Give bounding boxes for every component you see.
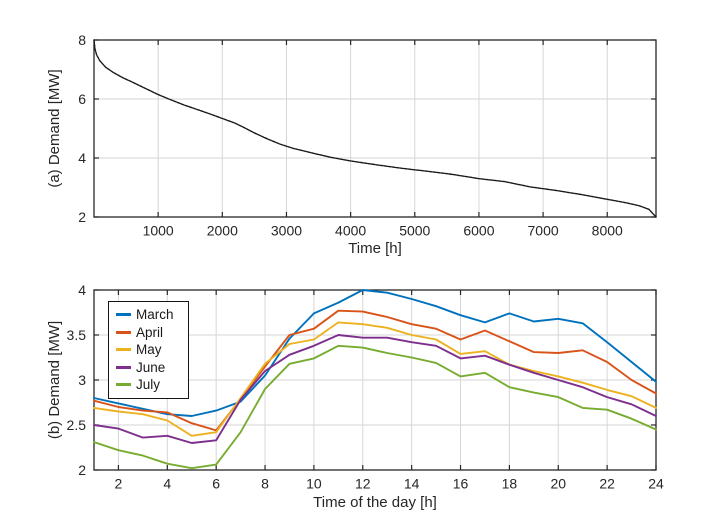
legend-line-swatch-march	[116, 313, 131, 317]
legend-line-swatch-april	[116, 330, 131, 334]
x-axis-label-b: Time of the day [h]	[313, 494, 437, 511]
y-tick-label: 2.5	[67, 417, 87, 433]
legend-line-swatch-may	[116, 348, 131, 352]
y-axis-label-b: (b) Demand [MW]	[46, 321, 63, 439]
legend-item-may: May	[116, 341, 180, 359]
legend-item-april: April	[116, 324, 180, 342]
x-tick-label: 24	[648, 475, 664, 491]
legend-label-june: June	[136, 359, 166, 375]
x-tick-label: 7000	[528, 222, 559, 238]
series-line-march	[93, 289, 657, 417]
y-tick-label: 6	[78, 91, 86, 107]
series-line-june	[93, 334, 657, 444]
legend-label-july: July	[136, 377, 161, 392]
y-tick-label: 3	[78, 372, 86, 388]
x-tick-label: 12	[355, 475, 371, 491]
axes-box	[93, 39, 657, 218]
x-tick-label: 6	[212, 475, 220, 491]
panel-a: 1000 2000 3000 4000 5000 6000 7000 8000 2 4 6 8 Time…	[46, 32, 657, 257]
x-tick-label: 16	[453, 475, 469, 491]
legend-label-march: March	[136, 307, 174, 322]
legend-line-swatch-june	[116, 365, 131, 369]
x-tick-label: 1000	[143, 222, 174, 238]
x-tick-label: 18	[502, 475, 518, 491]
x-tick-label: 10	[306, 475, 322, 491]
series-line-april	[93, 309, 657, 432]
x-tick-label: 14	[404, 475, 420, 491]
y-axis-label-a: (a) Demand [MW]	[46, 69, 63, 187]
x-tick-label: 5000	[399, 222, 430, 238]
y-tick-label: 4	[78, 150, 86, 166]
legend-item-july: July	[116, 376, 180, 394]
x-tick-label: 20	[550, 475, 566, 491]
legend-label-april: April	[136, 324, 164, 340]
legend-box: March April May June July	[108, 301, 189, 399]
x-axis-label-a: Time [h]	[348, 240, 402, 257]
legend-line-swatch-july	[116, 383, 131, 387]
x-tick-label: 6000	[463, 222, 494, 238]
x-tick-label: 2000	[207, 222, 238, 238]
series-line-sorted-annual-demand	[93, 39, 657, 218]
series-line-may	[93, 321, 657, 437]
legend-item-june: June	[116, 359, 180, 377]
x-tick-label: 4	[163, 475, 171, 491]
x-tick-label: 8000	[592, 222, 623, 238]
y-tick-label: 3.5	[67, 327, 87, 343]
legend-item-march: March	[116, 306, 180, 324]
x-tick-label: 4000	[335, 222, 366, 238]
y-tick-label: 8	[78, 32, 86, 48]
x-tick-label: 2	[115, 475, 123, 491]
legend-label-may: May	[136, 342, 162, 357]
y-tick-label: 4	[78, 282, 86, 298]
y-tick-label: 2	[78, 209, 86, 225]
x-tick-label: 22	[599, 475, 615, 491]
y-tick-label: 2	[78, 462, 86, 478]
x-tick-label: 8	[261, 475, 269, 491]
series-line-july	[93, 344, 657, 470]
x-tick-label: 3000	[271, 222, 302, 238]
